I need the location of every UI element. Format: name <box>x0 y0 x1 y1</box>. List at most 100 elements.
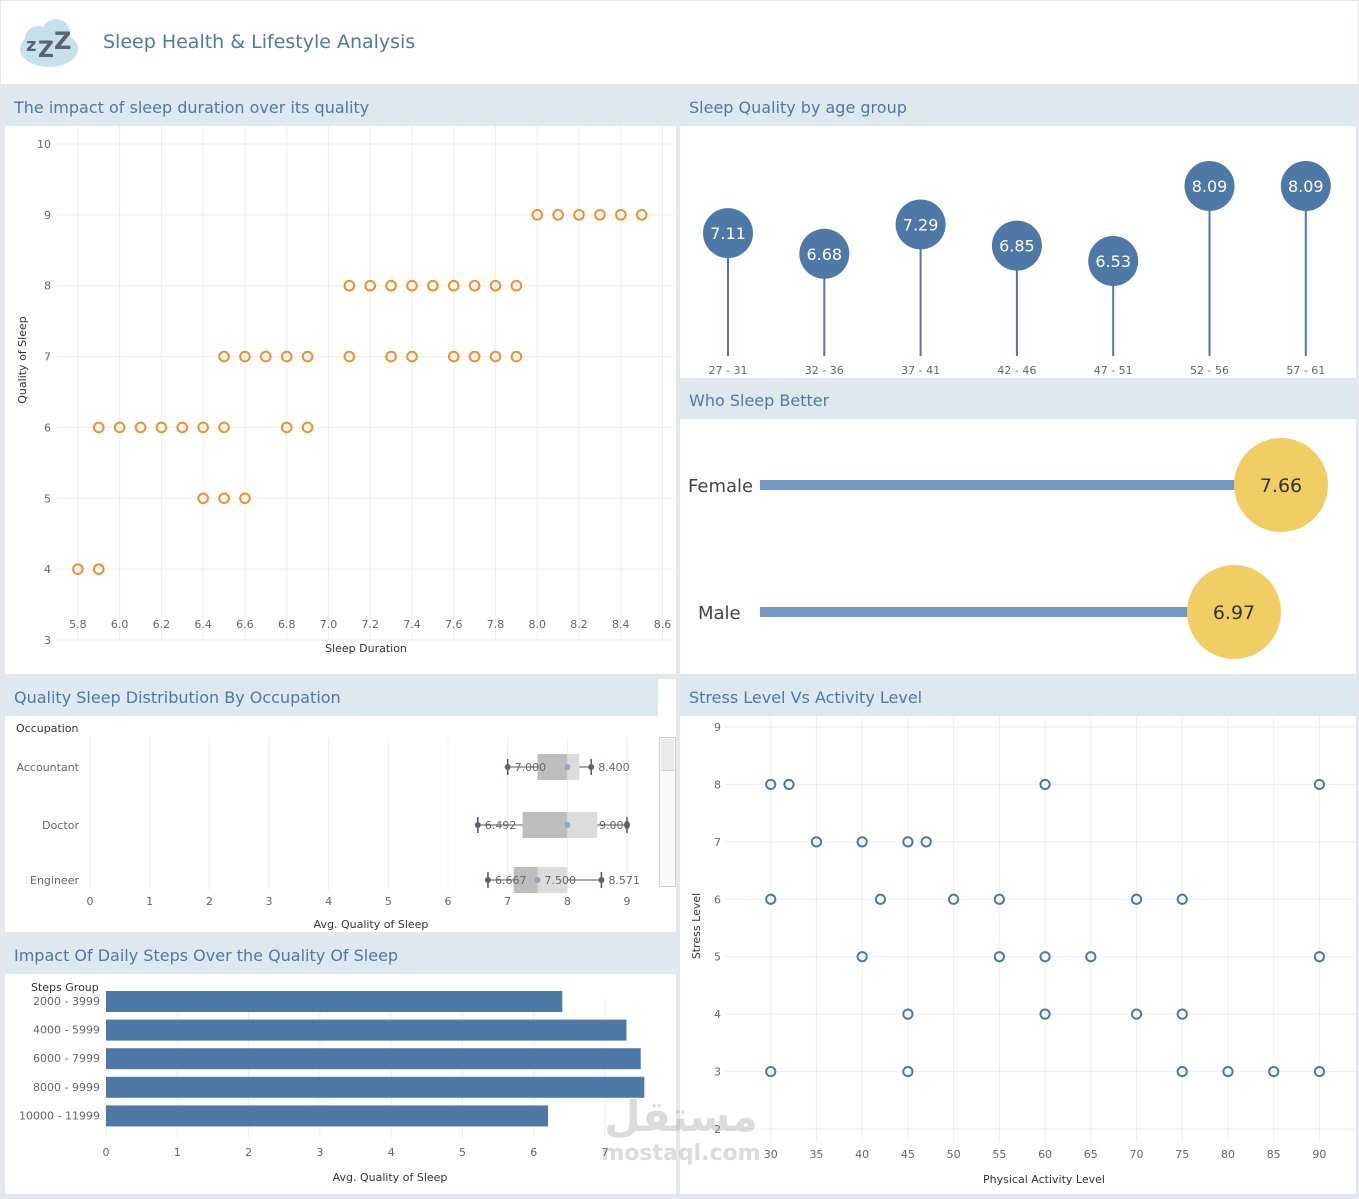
lollipop-head <box>799 228 850 279</box>
x-tick-label: 45 <box>901 1148 915 1161</box>
data-point <box>301 350 314 363</box>
category-label: 57 - 61 <box>1286 364 1325 377</box>
x-tick-label: 3 <box>316 1146 323 1159</box>
box-lower <box>522 812 568 838</box>
panel-occupation: Quality Sleep Distribution By Occupation… <box>5 679 676 932</box>
x-tick-label: 6 <box>445 895 452 908</box>
x-tick-label: 7 <box>602 1146 609 1159</box>
data-point <box>902 1065 914 1078</box>
y-axis-title: Quality of Sleep <box>16 316 29 403</box>
y-tick-label: 3 <box>44 634 51 647</box>
gender-bar <box>760 480 1281 490</box>
box-upper <box>567 812 598 838</box>
value-label: 8.09 <box>1288 177 1324 196</box>
y-tick-label: 5 <box>714 951 721 964</box>
x-tick-label: 7.4 <box>403 618 421 631</box>
max-label: 9.000 <box>599 819 631 832</box>
x-tick-label: 0 <box>87 895 94 908</box>
x-tick-label: 35 <box>809 1148 823 1161</box>
occupation-boxplot: Occupation 0 1 2 3 4 5 6 7 8 9 Avg. Quality of Slee… <box>16 722 640 931</box>
x-tick-label: 7 <box>504 895 511 908</box>
x-tick-label: 60 <box>1038 1148 1052 1161</box>
data-point <box>948 893 960 905</box>
dashboard-header: z Z Z Sleep Health & Lifestyle Analysis <box>1 1 1358 84</box>
data-point <box>343 350 356 363</box>
mean-point <box>534 877 541 883</box>
category-label: 32 - 36 <box>805 364 844 377</box>
x-axis-title: Sleep Duration <box>325 642 407 655</box>
min-point <box>504 764 511 770</box>
dashboard-title: Sleep Health & Lifestyle Analysis <box>103 31 416 53</box>
data-point <box>468 279 481 292</box>
x-tick-label: 7.2 <box>361 618 379 631</box>
panel-title-duration-quality: The impact of sleep duration over its qu… <box>5 89 676 126</box>
category-label: Doctor <box>42 819 79 832</box>
x-tick-label: 2 <box>206 895 213 908</box>
max-point <box>588 764 595 770</box>
gender-label: Male <box>698 603 741 624</box>
y-tick-label: 7 <box>714 836 721 849</box>
data-point <box>993 893 1005 905</box>
panel-duration-quality: The impact of sleep duration over its qu… <box>5 89 676 674</box>
data-point <box>573 209 585 221</box>
value-label: 6.85 <box>999 237 1035 256</box>
data-point <box>1313 1065 1326 1078</box>
panel-title-occupation: Quality Sleep Distribution By Occupation <box>5 679 658 716</box>
x-tick-label: 7.8 <box>487 618 505 631</box>
category-label: 2000 - 3999 <box>33 995 100 1008</box>
x-tick-label: 85 <box>1267 1148 1281 1161</box>
x-tick-label: 50 <box>947 1148 961 1161</box>
x-tick-label: 6.8 <box>278 618 296 631</box>
category-label: 8000 - 9999 <box>33 1081 100 1094</box>
data-point <box>1130 893 1143 905</box>
y-tick-label: 3 <box>714 1066 721 1079</box>
y-tick-label: 4 <box>714 1008 721 1021</box>
x-tick-label: 6 <box>530 1146 537 1159</box>
data-point <box>1039 778 1051 791</box>
bar <box>106 1076 645 1098</box>
value-label: 6.53 <box>1095 252 1131 271</box>
x-tick-label: 40 <box>855 1148 869 1161</box>
x-tick-label: 8.0 <box>529 618 547 631</box>
occupation-scrollbar-thumb[interactable] <box>661 739 674 771</box>
data-point <box>856 951 868 963</box>
data-point <box>343 279 356 292</box>
category-label: 27 - 31 <box>709 364 748 377</box>
x-tick-label: 55 <box>992 1148 1006 1161</box>
data-point <box>113 421 126 434</box>
data-point <box>197 492 209 505</box>
x-tick-label: 90 <box>1312 1148 1326 1161</box>
data-point <box>447 350 460 363</box>
y-tick-label: 5 <box>44 492 51 505</box>
occupation-scrollbar[interactable] <box>659 737 676 887</box>
min-label: 6.492 <box>485 819 517 832</box>
x-tick-label: 5 <box>385 895 392 908</box>
data-point <box>783 778 795 791</box>
data-point <box>920 836 932 848</box>
x-tick-label: 80 <box>1221 1148 1235 1161</box>
duration-quality-scatter: 5.8 6.0 6.2 6.4 6.6 6.8 7.0 7.2 7.4 7.6 7.8 8.0 8.2 8… <box>16 126 673 655</box>
data-point <box>239 492 251 505</box>
x-axis-title: Physical Activity Level <box>983 1173 1105 1186</box>
data-point <box>489 279 502 292</box>
x-tick-label: 6.6 <box>236 618 254 631</box>
data-point <box>531 209 544 221</box>
axis-header: Occupation <box>16 722 79 735</box>
x-tick-label: 6.2 <box>153 618 171 631</box>
data-point <box>364 279 377 292</box>
max-label: 8.571 <box>608 874 640 887</box>
x-tick-label: 9 <box>624 895 631 908</box>
category-label: 42 - 46 <box>997 364 1036 377</box>
data-point <box>765 778 777 791</box>
x-tick-label: 7.0 <box>320 618 338 631</box>
panel-stress-activity: Stress Level Vs Activity Level 30 35 40 45 5… <box>680 679 1356 1194</box>
value-label: 7.66 <box>1260 475 1302 497</box>
data-point <box>447 279 460 292</box>
data-point <box>385 279 397 292</box>
data-point <box>614 209 627 221</box>
panel-age-group: Sleep Quality by age group 7.11 27 - 31 6.… <box>680 89 1356 378</box>
x-tick-label: 4 <box>388 1146 395 1159</box>
data-point <box>993 951 1005 963</box>
data-point <box>810 836 823 848</box>
x-tick-label: 1 <box>146 895 153 908</box>
